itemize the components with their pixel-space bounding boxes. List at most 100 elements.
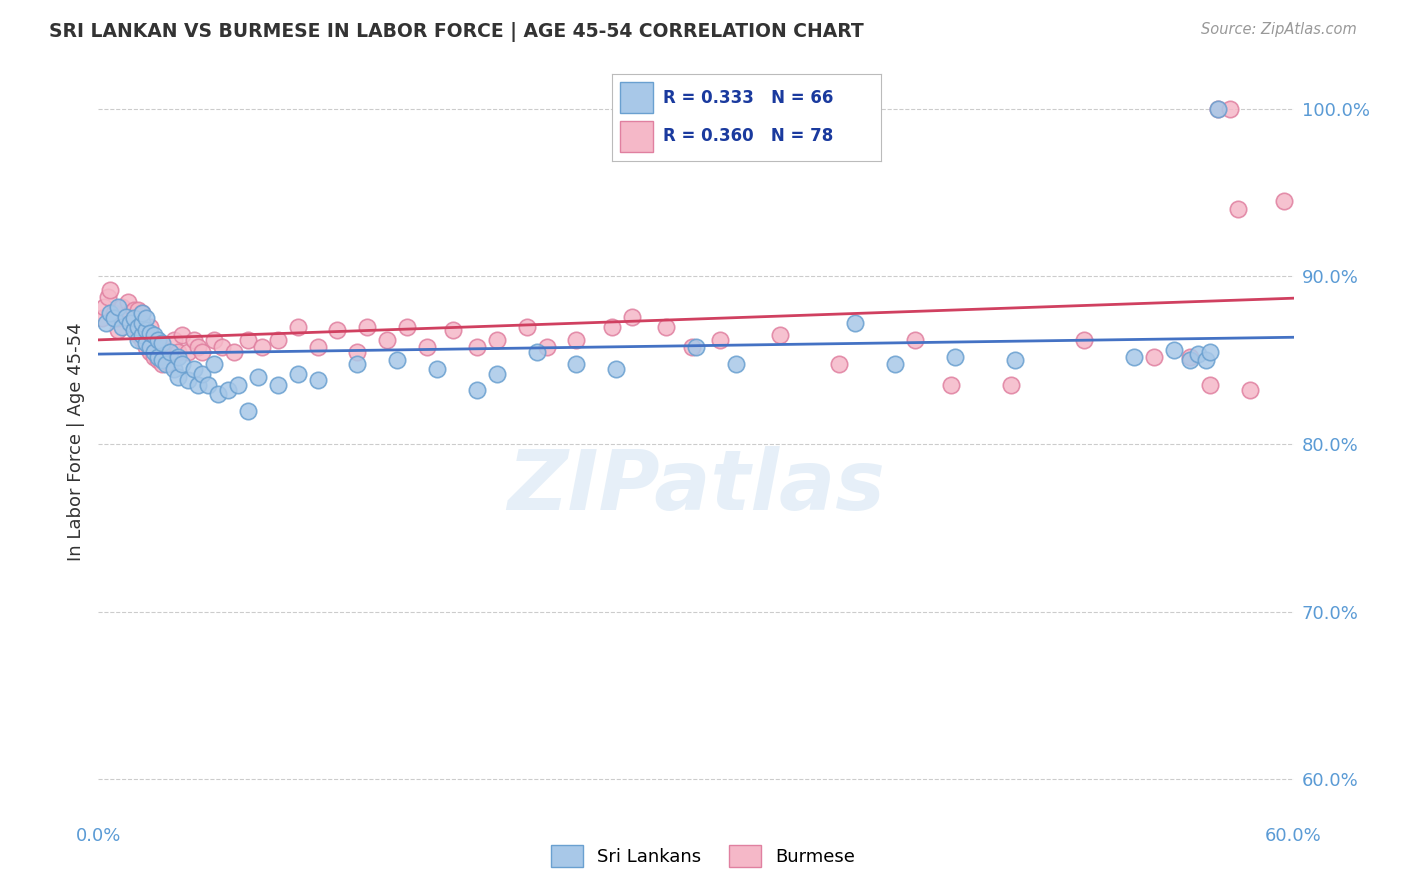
Point [167,350,190,364]
Point [1143,350,1166,364]
Point [148,350,170,364]
Point [135,340,157,354]
Point [124,311,146,326]
Point [111,300,134,314]
Text: ZIPatlas: ZIPatlas [508,446,884,527]
Point [148,340,170,354]
Point [621,310,644,324]
Point [107,311,129,326]
Point [939,378,962,392]
Point [155,350,177,364]
Point [236,333,259,347]
Point [187,340,209,354]
Point [226,378,249,392]
Point [135,336,157,351]
Point [167,370,190,384]
Point [127,317,149,331]
Point [131,317,153,331]
Point [222,344,245,359]
Point [605,361,627,376]
Point [1178,350,1201,364]
Point [536,340,558,354]
Point [724,357,747,371]
Point [139,340,162,354]
Point [465,340,488,354]
Point [135,323,157,337]
Point [1199,344,1222,359]
Point [516,319,538,334]
Point [131,328,153,343]
Point [1000,378,1022,392]
Point [98,306,122,320]
Point [163,361,186,376]
Point [139,344,162,359]
Point [96,317,118,331]
Point [396,319,419,334]
Point [127,302,149,317]
Point [202,333,225,347]
Point [356,319,378,334]
Point [1272,194,1295,208]
Point [172,357,194,371]
Point [124,302,146,317]
Point [177,344,200,359]
Point [150,336,173,351]
Point [485,333,508,347]
Point [93,300,115,314]
Point [148,353,170,368]
Point [191,367,214,381]
Text: SRI LANKAN VS BURMESE IN LABOR FORCE | AGE 45-54 CORRELATION CHART: SRI LANKAN VS BURMESE IN LABOR FORCE | A… [49,22,863,42]
Point [187,378,209,392]
Point [150,340,173,354]
Point [307,373,329,387]
Point [107,323,129,337]
Point [139,326,162,341]
Point [148,333,170,347]
Point [943,350,966,364]
Point [1178,353,1201,368]
Point [207,386,229,401]
Point [441,323,464,337]
Point [602,319,624,334]
Point [326,323,349,337]
Point [135,326,157,341]
Point [143,350,166,364]
Point [115,310,138,324]
Point [127,319,149,334]
Point [143,336,166,351]
Point [287,367,309,381]
Point [1195,353,1218,368]
Point [250,340,273,354]
Point [143,344,166,359]
Point [115,311,138,326]
Point [267,333,290,347]
Point [1206,102,1229,116]
Point [103,306,125,320]
Point [163,333,186,347]
Legend: Sri Lankans, Burmese: Sri Lankans, Burmese [541,836,865,876]
Point [565,333,588,347]
Point [159,357,181,371]
Point [685,340,707,354]
Point [150,357,173,371]
Point [681,340,703,354]
Point [191,344,214,359]
Point [769,328,792,343]
Point [1123,350,1146,364]
Point [131,333,153,347]
Point [307,340,329,354]
Point [120,306,142,320]
Point [127,328,149,343]
Point [117,294,139,309]
Point [124,323,146,337]
Point [655,319,678,334]
Point [828,357,851,371]
Point [217,384,239,398]
Point [1226,202,1249,217]
Point [197,378,219,392]
Point [131,319,153,334]
Point [107,300,129,314]
Point [97,289,120,303]
Point [211,340,233,354]
Point [135,311,157,326]
